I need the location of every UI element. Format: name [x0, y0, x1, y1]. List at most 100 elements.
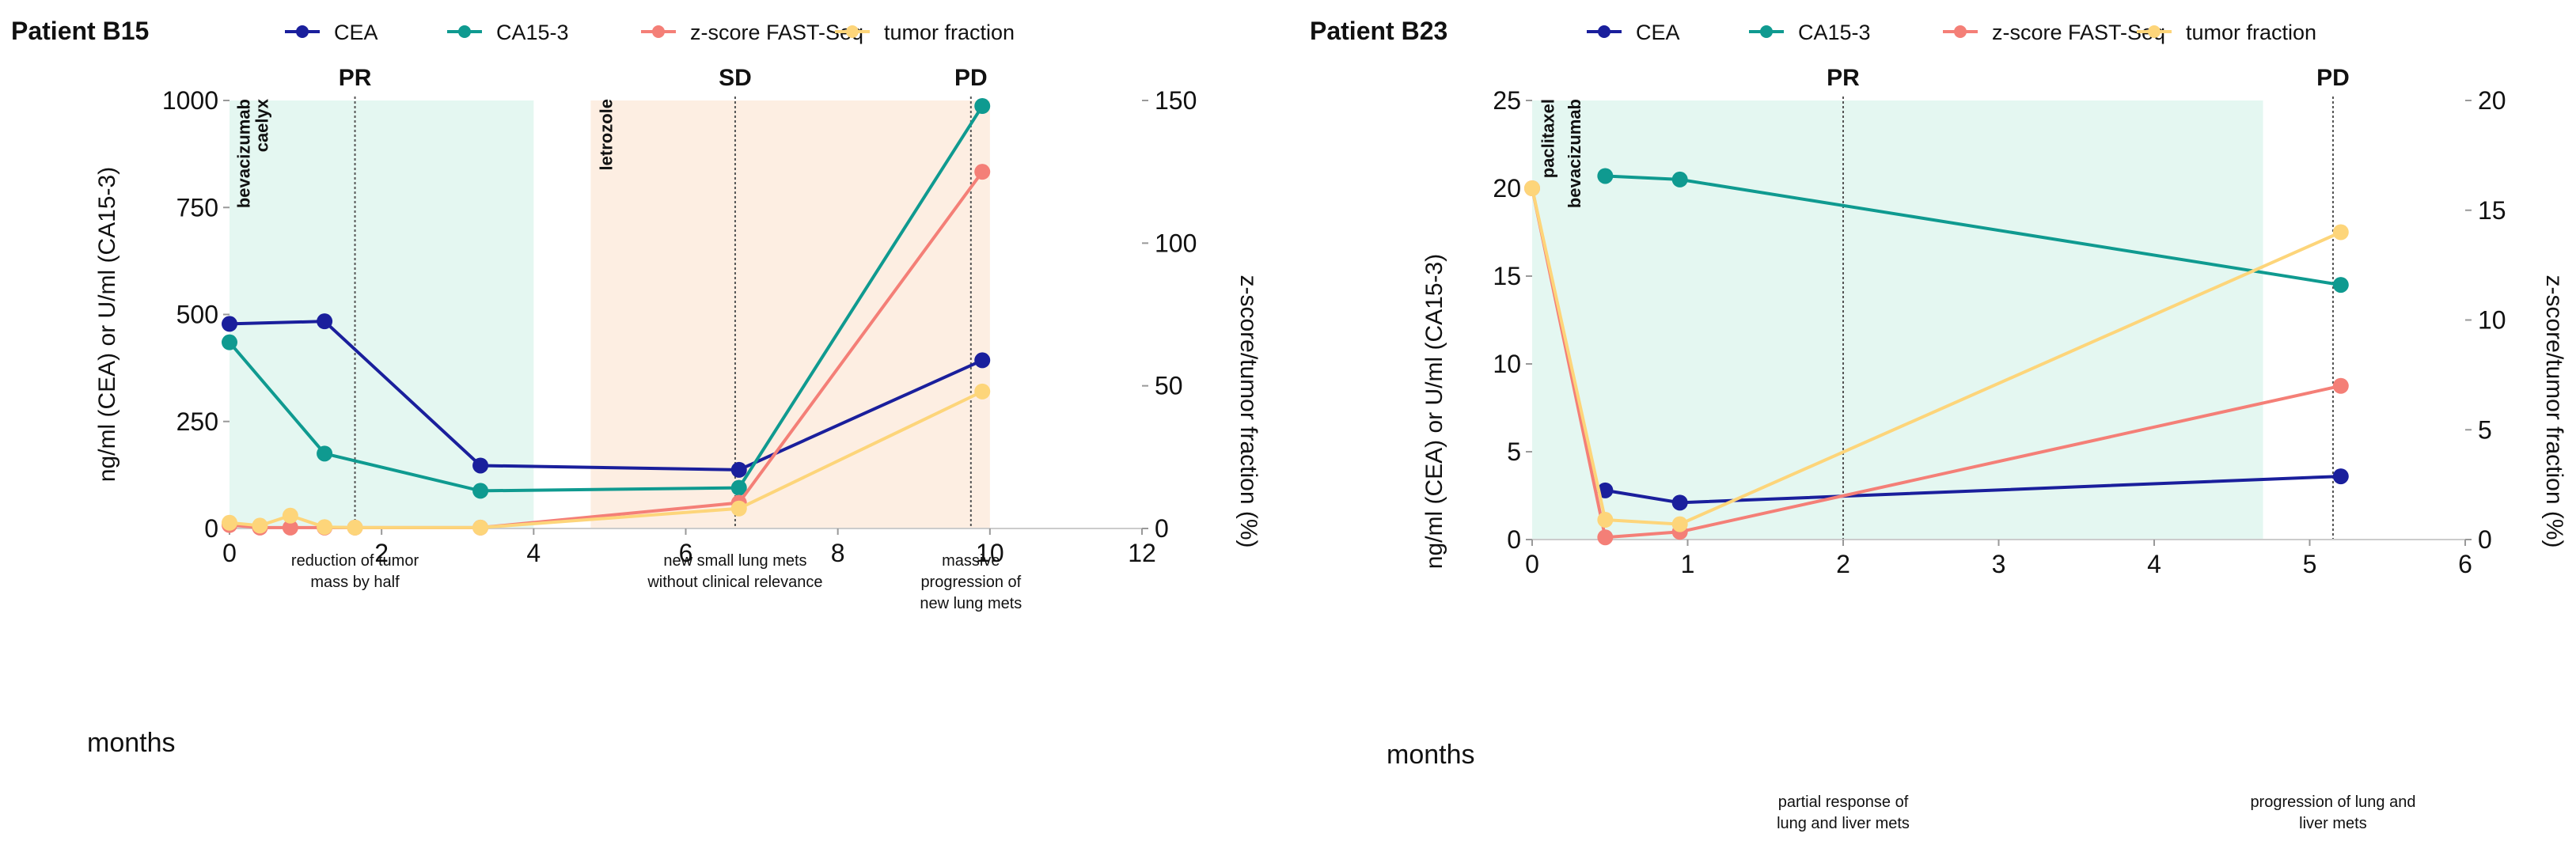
data-point [282, 519, 298, 536]
legend-marker [1954, 25, 1967, 38]
chart-title: Patient B23 [1310, 17, 1447, 45]
treatment-label: letrozole [597, 99, 616, 170]
data-point [1597, 482, 1614, 498]
legend-marker [1760, 25, 1773, 38]
x-tick-label: 4 [2147, 550, 2161, 578]
data-point [974, 383, 991, 400]
y-tick-label: 15 [1493, 262, 1521, 290]
data-point [974, 98, 991, 115]
x-tick-label: 6 [679, 539, 693, 567]
data-point [222, 316, 237, 332]
legend: CEA CA15-3 z-score FAST-Seq tumor fraction [1587, 21, 2316, 44]
phase-label: PD [954, 65, 988, 91]
legend-label: CA15-3 [496, 21, 569, 44]
annotation-text: progression of lung and [2250, 794, 2415, 811]
legend-marker [1598, 25, 1610, 38]
data-point [1597, 168, 1614, 184]
y2-axis-label: z-score/tumor fraction (%) [2541, 275, 2567, 547]
data-point [974, 352, 991, 369]
x-tick-label: 0 [1525, 550, 1539, 578]
x-tick-label: 2 [374, 539, 389, 567]
x-tick-label: 12 [1128, 539, 1156, 567]
data-point [730, 500, 747, 517]
y2-tick-label: 0 [2478, 525, 2492, 554]
data-point [472, 519, 489, 536]
y2-tick-label: 150 [1155, 86, 1197, 115]
phase-shade [590, 100, 990, 528]
legend-label: z-score FAST-Seq [690, 21, 863, 44]
annotation-text: progression of [920, 574, 1021, 591]
legend-label: z-score FAST-Seq [1992, 21, 2165, 44]
y-tick-label: 1000 [162, 86, 218, 115]
y2-tick-label: 100 [1155, 229, 1197, 257]
y2-tick-label: 20 [2478, 86, 2506, 115]
phase-label: PR [339, 65, 372, 91]
x-tick-label: 3 [1992, 550, 2006, 578]
x-tick-label: 0 [222, 539, 237, 567]
x-tick-label: 5 [2303, 550, 2317, 578]
x-tick-label: 6 [2458, 550, 2472, 578]
annotation-text: reduction of tumor [291, 552, 419, 570]
data-point [2332, 277, 2349, 294]
annotation-text: lung and liver mets [1777, 815, 1910, 832]
y2-tick-label: 5 [2478, 415, 2492, 444]
data-point [317, 519, 333, 536]
y-tick-label: 5 [1507, 437, 1521, 466]
phase-shade [230, 100, 534, 528]
data-point [730, 479, 747, 496]
data-point [1671, 171, 1688, 187]
series-line-tumor-fraction [1531, 187, 2342, 526]
legend-label: CEA [1636, 21, 1680, 44]
y-tick-label: 500 [176, 301, 218, 329]
annotation-text: mass by half [310, 574, 400, 591]
data-point [1597, 512, 1614, 528]
legend-label: tumor fraction [2186, 21, 2316, 44]
y2-tick-label: 10 [2478, 306, 2506, 335]
annotation-text: new small lung mets [663, 552, 806, 570]
phase-label: PD [2316, 65, 2350, 91]
data-point [2332, 468, 2349, 485]
y2-tick-label: 50 [1155, 372, 1183, 400]
treatment-label: caelyx [252, 98, 271, 152]
legend-label: CEA [334, 21, 378, 44]
data-point [1671, 516, 1688, 532]
data-point [730, 461, 747, 478]
x-axis-label: months [87, 728, 176, 758]
x-tick-label: 10 [976, 539, 1004, 567]
data-point [472, 457, 489, 474]
x-axis-label: months [1387, 740, 1475, 770]
data-point [2332, 377, 2349, 394]
phase-label: PR [1827, 65, 1860, 91]
x-tick-label: 4 [526, 539, 541, 567]
y-axis-label: ng/ml (CEA) or U/ml (CA15-3) [1421, 254, 1447, 569]
legend-marker [846, 25, 859, 38]
y-tick-label: 750 [176, 193, 218, 222]
y-tick-label: 20 [1493, 174, 1521, 203]
y-tick-label: 10 [1493, 350, 1521, 378]
treatment-label: bevacizumab [233, 99, 253, 208]
series-line-z-score-fast-seq [1531, 187, 2342, 540]
chart-patient-b23: Patient B23 CEA CA15-3 z-score FAST-Seq tum… [1310, 17, 2567, 832]
phase-label: SD [719, 65, 752, 91]
data-point [347, 519, 363, 536]
y2-tick-label: 0 [1155, 514, 1169, 543]
data-point [282, 507, 298, 524]
y-tick-label: 250 [176, 407, 218, 436]
y2-axis-label: z-score/tumor fraction (%) [1235, 275, 1261, 547]
phase-shade [1532, 100, 2263, 540]
data-point [1524, 180, 1540, 196]
legend-label: tumor fraction [884, 21, 1015, 44]
y-axis-label: ng/ml (CEA) or U/ml (CA15-3) [94, 167, 120, 482]
legend-marker [458, 25, 471, 38]
treatment-label: bevacizumab [1565, 99, 1584, 208]
x-tick-label: 8 [831, 539, 845, 567]
data-point [222, 334, 237, 350]
legend-marker [2148, 25, 2161, 38]
annotation-text: liver mets [2299, 815, 2367, 832]
data-point [252, 517, 268, 534]
x-tick-label: 2 [1836, 550, 1850, 578]
chart-patient-b15: Patient B15 CEA CA15-3 z-score FAST-Seq tum… [11, 17, 1261, 758]
data-point [1597, 529, 1614, 546]
data-point [974, 164, 991, 180]
